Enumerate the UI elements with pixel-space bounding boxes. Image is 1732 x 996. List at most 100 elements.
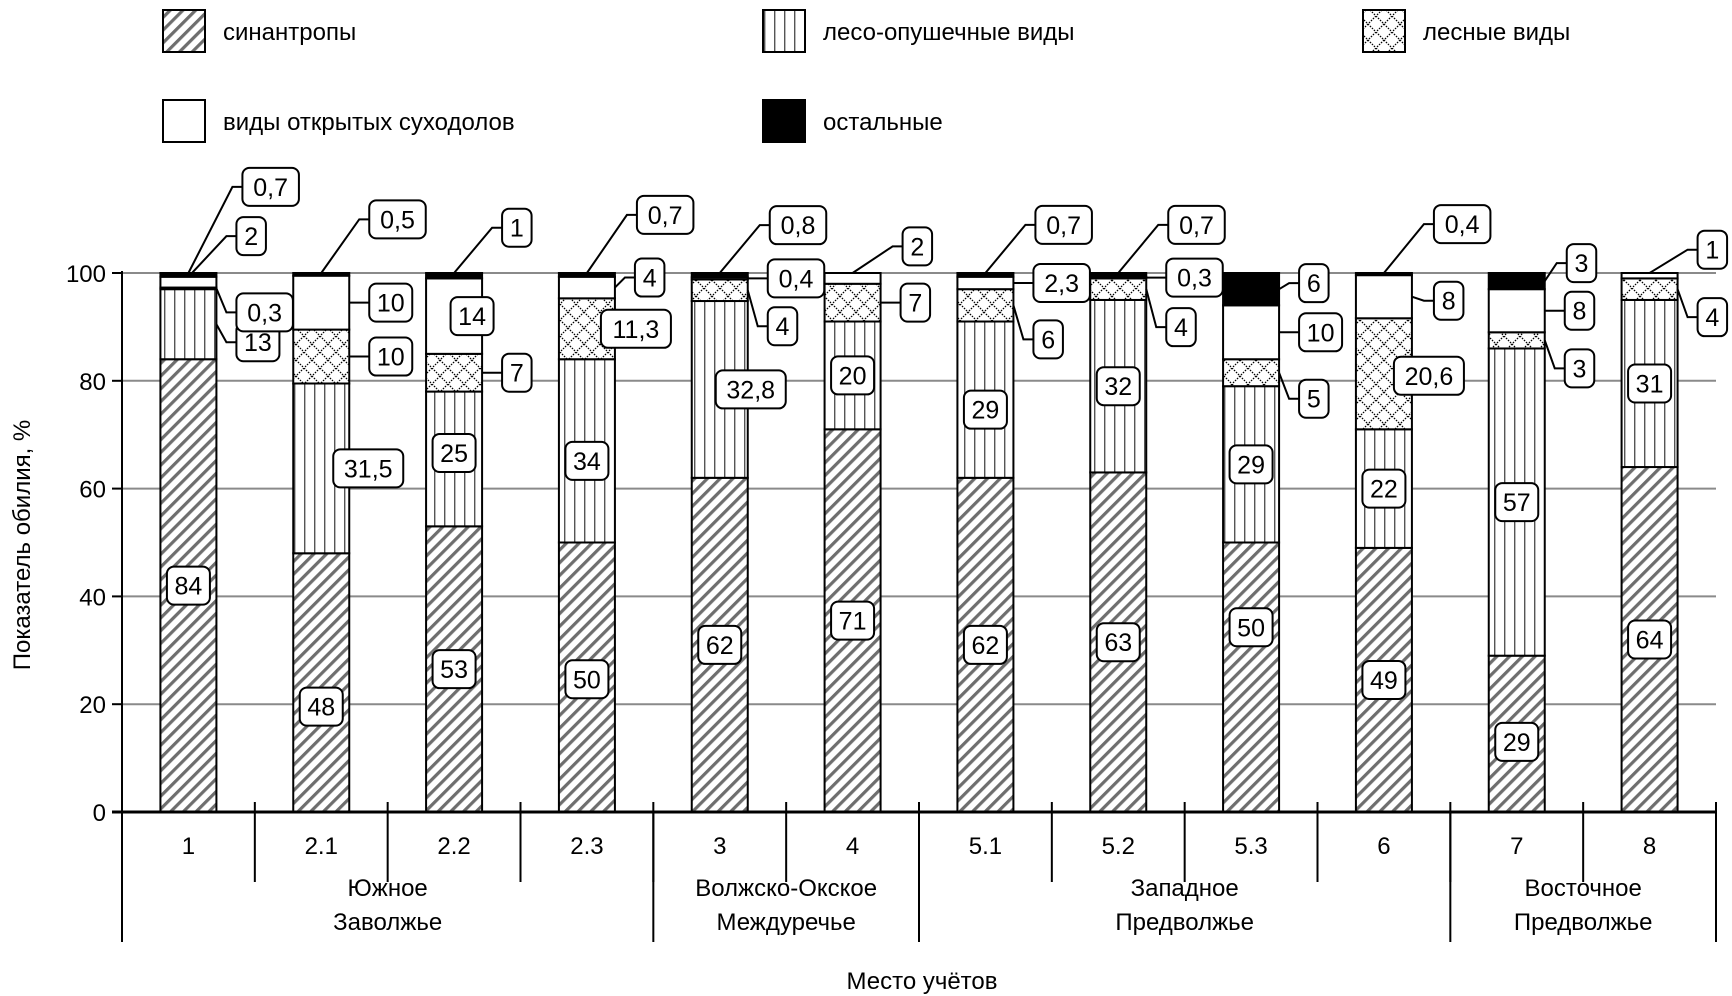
- leader-line: [746, 289, 768, 328]
- x-tick-label: 1: [182, 833, 195, 860]
- data-label-box: [368, 336, 414, 377]
- data-label-box: [1696, 297, 1729, 338]
- data-label: 4: [776, 313, 790, 341]
- data-label-box: [1432, 204, 1492, 245]
- leader-line: [984, 223, 1036, 274]
- data-label: 50: [1237, 614, 1265, 642]
- bar-segment-black: [1354, 272, 1413, 277]
- group-label: Междуречье: [716, 909, 855, 936]
- data-label: 22: [1370, 476, 1398, 504]
- leader-line: [1411, 295, 1434, 302]
- data-label-box: [1298, 312, 1344, 353]
- bar-segment-black: [690, 272, 749, 279]
- data-label: 8: [1573, 298, 1587, 326]
- leader-line: [1145, 288, 1167, 329]
- leader-line: [215, 287, 237, 314]
- data-label: 3: [1573, 355, 1587, 383]
- leader-line: [1649, 248, 1698, 274]
- group-label: Южное: [348, 875, 428, 902]
- data-label: 4: [1705, 304, 1719, 332]
- data-label-box: [830, 600, 876, 641]
- data-label: 20,6: [1405, 363, 1454, 391]
- data-label-box: [1032, 262, 1091, 303]
- bar-segment-crosshatch: [1487, 331, 1546, 350]
- data-label-box: [768, 205, 828, 246]
- leader-line: [1543, 262, 1567, 282]
- data-label: 8: [1442, 288, 1456, 316]
- data-label: 10: [1307, 319, 1335, 347]
- leader-line: [1676, 288, 1698, 319]
- x-tick-label: 6: [1377, 833, 1390, 860]
- data-label: 49: [1370, 667, 1398, 695]
- legend: синантропы лесо-опушечные виды лесные виды…: [162, 9, 1570, 143]
- data-label: 4: [1174, 314, 1188, 342]
- bar-segment-white: [1222, 304, 1281, 361]
- data-label-box: [431, 432, 477, 473]
- data-label-box: [635, 194, 695, 235]
- data-label: 29: [1503, 729, 1531, 757]
- data-label-box: [165, 565, 211, 606]
- data-label-box: [714, 369, 787, 410]
- data-label-box: [1032, 319, 1064, 360]
- bar-segment-white: [557, 275, 616, 300]
- data-label: 2: [244, 223, 258, 251]
- data-label: 2,3: [1044, 270, 1079, 298]
- x-tick-label: 2.1: [305, 833, 338, 860]
- data-label: 0,7: [1179, 212, 1214, 240]
- legend-label: виды открытых суходолов: [223, 109, 515, 136]
- bar-segment-crosshatch: [956, 288, 1015, 323]
- data-label: 71: [839, 608, 867, 636]
- legend-swatch-black: [762, 99, 806, 143]
- data-label: 13: [244, 329, 272, 357]
- data-label: 62: [706, 632, 734, 660]
- bar-segment-vertical: [159, 288, 218, 361]
- data-label: 14: [458, 303, 486, 331]
- data-label-box: [830, 355, 876, 396]
- legend-swatch-white: [162, 99, 206, 143]
- group-label: Предволжье: [1115, 909, 1254, 936]
- data-label: 7: [510, 360, 524, 388]
- data-label-box: [1432, 280, 1465, 321]
- data-label: 0,4: [1445, 211, 1480, 239]
- group-label: Волжско-Окское: [695, 875, 877, 902]
- data-label-box: [1627, 619, 1673, 660]
- legend-label: остальные: [823, 109, 943, 136]
- bar-segment-black: [425, 272, 484, 280]
- data-label: 25: [440, 440, 468, 468]
- data-label: 20: [839, 362, 867, 390]
- bar-segment-crosshatch: [1222, 358, 1281, 388]
- data-label-box: [1165, 307, 1197, 348]
- data-label-box: [1298, 378, 1330, 419]
- leader-line: [852, 245, 903, 274]
- data-label-box: [564, 440, 610, 481]
- bar-segment-diagonal: [1222, 541, 1281, 813]
- data-label: 57: [1503, 489, 1531, 517]
- data-label-box: [431, 649, 477, 690]
- data-label-box: [901, 226, 934, 267]
- data-label: 6: [1307, 270, 1321, 298]
- data-label-box: [298, 686, 344, 727]
- x-tick-label: 4: [846, 833, 859, 860]
- data-label-box: [241, 166, 300, 207]
- x-tick-label: 5.2: [1102, 833, 1135, 860]
- data-label: 31: [1636, 370, 1664, 398]
- data-label: 63: [1104, 629, 1132, 657]
- data-label-box: [1392, 355, 1465, 396]
- y-tick-label: 60: [79, 477, 106, 504]
- data-label-box: [962, 389, 1008, 430]
- data-label: 31,5: [344, 455, 393, 483]
- data-label-box: [1627, 363, 1673, 404]
- data-label: 32: [1104, 373, 1132, 401]
- bar-segment-crosshatch: [292, 328, 351, 385]
- bar-segment-white: [292, 274, 351, 331]
- bar-segment-black: [1487, 272, 1546, 291]
- data-label-box: [899, 282, 932, 323]
- data-label: 7: [908, 290, 922, 318]
- data-label-box: [599, 308, 672, 349]
- bar-segment-white: [823, 272, 882, 285]
- data-label: 48: [307, 694, 335, 722]
- data-label-box: [766, 258, 826, 299]
- bar-segment-crosshatch: [1620, 277, 1679, 301]
- y-tick-label: 40: [79, 584, 106, 611]
